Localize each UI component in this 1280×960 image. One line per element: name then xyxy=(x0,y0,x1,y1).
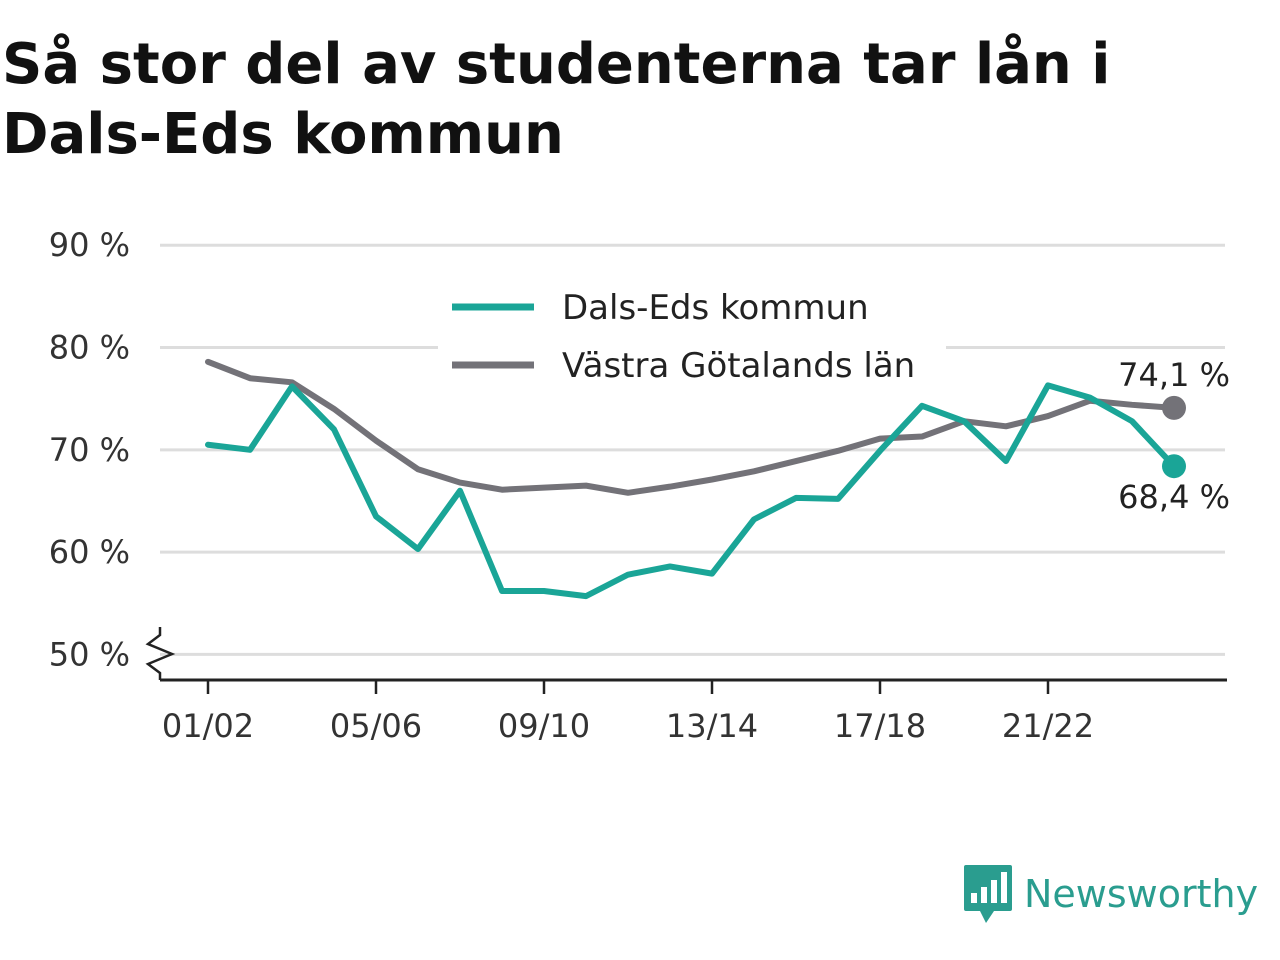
chart-title: Så stor del av studenterna tar lån i Dal… xyxy=(2,32,1111,167)
x-tick-label: 13/14 xyxy=(666,707,758,745)
gridlines xyxy=(160,243,1225,656)
end-value-label: 74,1 % xyxy=(1118,356,1230,394)
legend: Dals-Eds kommun Västra Götalands län xyxy=(438,280,946,392)
series-line xyxy=(205,382,1177,600)
y-tick-label: 60 % xyxy=(49,533,130,571)
series-end-point xyxy=(1162,395,1186,420)
legend-background xyxy=(438,280,946,392)
y-tick-label: 90 % xyxy=(49,226,130,264)
x-tick-label: 09/10 xyxy=(498,707,590,745)
x-tick-label: 01/02 xyxy=(162,707,254,745)
y-tick-label: 80 % xyxy=(49,329,130,367)
y-axis-ticks: 50 % 60 % 70 % 80 % 90 % xyxy=(49,226,130,673)
y-tick-label: 70 % xyxy=(49,431,130,469)
x-axis-ticks: 01/02 05/06 09/10 13/14 17/18 21/22 xyxy=(162,680,1094,745)
x-tick-label: 17/18 xyxy=(834,707,926,745)
newsworthy-logo: Newsworthy xyxy=(962,862,1258,926)
x-tick-label: 05/06 xyxy=(330,707,422,745)
legend-label: Västra Götalands län xyxy=(562,346,915,386)
series-lines xyxy=(205,358,1186,600)
end-value-label: 68,4 % xyxy=(1118,478,1230,516)
y-tick-label: 50 % xyxy=(49,635,130,673)
bar-chart-speech-bubble-icon xyxy=(964,865,1012,923)
axis-break-mark xyxy=(145,627,176,680)
x-tick-label: 21/22 xyxy=(1002,707,1094,745)
series-end-point xyxy=(1162,454,1186,479)
brand-name: Newsworthy xyxy=(1024,872,1259,916)
legend-label: Dals-Eds kommun xyxy=(562,288,869,328)
end-labels: 68,4 % 74,1 % xyxy=(1118,356,1230,516)
series-line xyxy=(205,358,1177,496)
